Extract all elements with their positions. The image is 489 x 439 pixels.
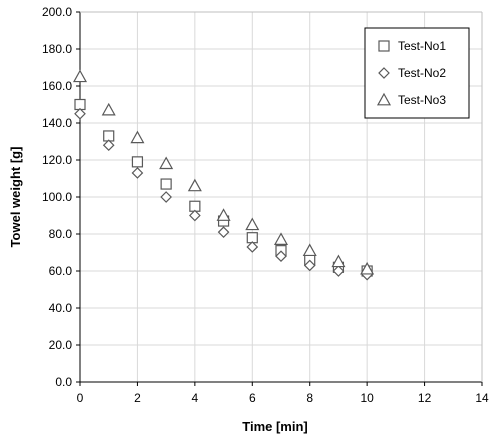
data-point-diamond [102,139,115,152]
series-test-no3 [72,69,375,275]
tick-labels: 0.0 20.0 40.0 60.0 80.0 100.0 120.0 140.0 160.0 1… [42,5,489,405]
legend-label: Test-No2 [398,66,446,80]
legend-label: Test-No3 [398,93,446,107]
data-point-triangle [273,232,289,245]
data-point-diamond [332,265,345,277]
data-point-triangle [187,178,202,192]
y-tick-label: 160.0 [42,79,72,93]
x-tick-label: 0 [77,391,84,405]
data-point-triangle [331,254,346,268]
data-point-triangle [245,217,260,231]
data-point-diamond [303,259,316,272]
y-tick-label: 140.0 [42,116,72,130]
y-tick-label: 40.0 [49,301,73,315]
data-point-triangle [72,69,88,83]
y-axis-title: Towel weight [g] [8,147,23,248]
x-tick-label: 12 [418,391,432,405]
data-point-diamond [246,241,259,253]
legend-marker-diamond [378,67,390,79]
data-point-triangle [130,130,145,144]
data-point-triangle [360,261,375,275]
axes [76,11,483,386]
legend-label: Test-No1 [398,39,446,53]
x-tick-label: 10 [360,391,374,405]
y-tick-label: 80.0 [49,227,73,241]
x-tick-label: 6 [249,391,256,405]
data-point-diamond [131,167,144,179]
legend: Test-No1 Test-No2 Test-No3 [364,27,470,119]
x-tick-label: 4 [192,391,199,405]
data-point-square [131,156,144,168]
data-point-square [160,178,172,190]
y-tick-label: 20.0 [49,338,73,352]
data-point-diamond [275,250,287,263]
x-axis-title: Time [min] [242,419,308,434]
data-point-triangle [216,208,231,221]
x-tick-label: 8 [306,391,313,405]
y-tick-label: 0.0 [55,375,72,389]
y-tick-label: 100.0 [42,190,72,204]
legend-marker-square [378,40,390,52]
data-point-triangle [101,102,116,116]
data-point-diamond [160,191,172,203]
data-point-triangle [302,243,317,257]
series-test-no1 [74,98,373,277]
y-tick-label: 180.0 [42,42,72,56]
x-tick-label: 2 [134,391,141,405]
series-test-no2 [74,107,373,281]
legend-marker-triangle [376,92,392,106]
data-markers [72,69,375,281]
data-point-triangle [159,156,174,170]
data-point-diamond [74,107,86,120]
y-tick-label: 200.0 [42,5,72,19]
y-tick-label: 60.0 [49,264,73,278]
data-point-diamond [217,226,230,238]
x-tick-label: 14 [475,391,489,405]
y-tick-label: 120.0 [42,153,72,167]
data-point-diamond [189,209,201,222]
